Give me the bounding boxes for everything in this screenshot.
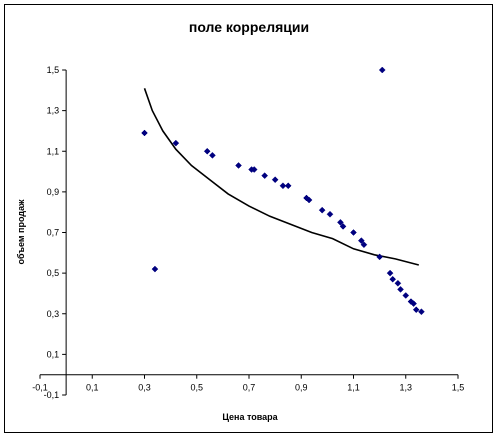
x-tick-label: 1,5 bbox=[452, 383, 465, 393]
data-point bbox=[279, 182, 287, 190]
y-tick-label: 1,1 bbox=[47, 146, 60, 156]
data-point bbox=[284, 182, 292, 190]
data-point bbox=[376, 253, 383, 261]
data-point bbox=[235, 162, 242, 169]
data-point bbox=[261, 172, 269, 179]
x-tick-label: 0,3 bbox=[138, 383, 151, 393]
data-point bbox=[394, 279, 402, 287]
data-point bbox=[410, 300, 417, 307]
y-tick-label: 0,3 bbox=[47, 309, 60, 319]
y-tick-label: 0,5 bbox=[47, 268, 60, 278]
y-tick-label: 0,1 bbox=[47, 349, 60, 359]
x-axis-label: Цена товара bbox=[222, 412, 278, 422]
x-tick-label: 0,7 bbox=[243, 383, 256, 393]
trend-line-group bbox=[143, 88, 420, 266]
x-tick-label: -0,1 bbox=[32, 383, 48, 393]
data-point bbox=[203, 147, 211, 155]
x-tick-label: 0,9 bbox=[295, 383, 308, 393]
data-point bbox=[350, 229, 357, 236]
data-point bbox=[172, 139, 180, 147]
x-tick-label: 1,3 bbox=[399, 383, 412, 393]
data-point bbox=[412, 306, 420, 314]
data-point bbox=[386, 269, 394, 277]
data-point bbox=[209, 151, 216, 159]
tick-labels: -0,1 0,1 0,3 0,5 0,7 0,9 1,1 1,3 1,5 -0,1 0,1 0,3 0,… bbox=[32, 65, 464, 400]
data-point bbox=[318, 206, 326, 214]
y-tick-label: 0,9 bbox=[47, 187, 60, 197]
chart-frame bbox=[4, 4, 493, 433]
chart-title: поле корреляции bbox=[189, 19, 309, 35]
x-tick-label: 1,1 bbox=[347, 383, 360, 393]
y-tick-label: 1,5 bbox=[47, 65, 60, 75]
y-tick-label: -0,1 bbox=[44, 390, 60, 400]
axes bbox=[39, 69, 459, 396]
data-point bbox=[402, 292, 410, 299]
data-point bbox=[337, 218, 344, 226]
data-point bbox=[397, 286, 404, 293]
data-point bbox=[360, 241, 368, 249]
x-tick-label: 0,5 bbox=[190, 383, 203, 393]
data-point bbox=[250, 166, 258, 173]
y-tick-label: 0,7 bbox=[47, 228, 60, 238]
x-tick-label: 0,1 bbox=[86, 383, 99, 393]
data-point bbox=[339, 223, 347, 230]
data-point bbox=[357, 237, 365, 244]
data-points bbox=[141, 66, 425, 316]
data-point bbox=[271, 176, 279, 184]
y-tick-label: 1,3 bbox=[47, 106, 60, 116]
data-point bbox=[389, 275, 397, 283]
trend-line bbox=[143, 88, 420, 266]
data-point bbox=[141, 129, 148, 137]
y-axis-label: объем продаж bbox=[16, 199, 26, 265]
data-point bbox=[418, 308, 425, 316]
data-point bbox=[151, 265, 159, 273]
data-point bbox=[326, 210, 334, 218]
data-point bbox=[378, 66, 386, 74]
data-point bbox=[305, 196, 313, 204]
